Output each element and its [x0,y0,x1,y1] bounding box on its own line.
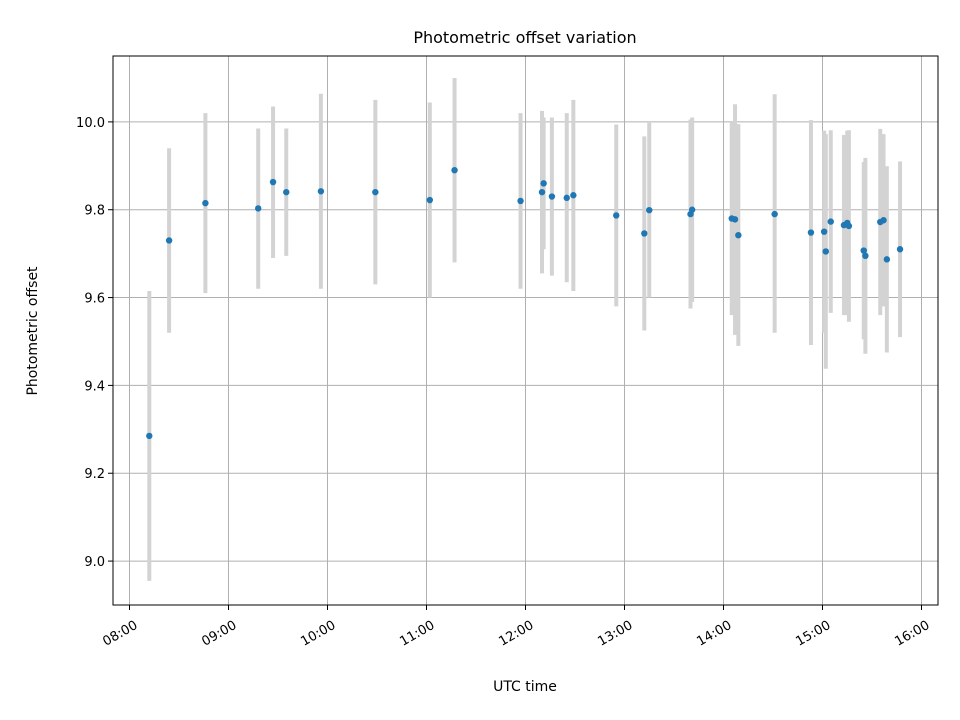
y-tick-label: 10.0 [76,116,105,131]
data-point [372,188,379,196]
x-tick-label: 12:00 [496,618,536,650]
x-tick-label: 16:00 [892,618,932,650]
data-point [807,229,815,236]
data-point [540,180,547,187]
y-tick-label: 9.4 [84,379,105,394]
data-point [548,193,556,200]
data-point [862,252,869,260]
x-tick-label: 15:00 [793,618,833,650]
data-point [563,194,570,202]
data-point [269,178,277,186]
y-tick-label: 9.6 [84,292,105,307]
y-tick-label: 9.0 [84,555,105,570]
data-point [896,246,904,253]
data-points [146,166,904,440]
data-point [880,217,887,224]
x-tick-label: 13:00 [595,618,635,650]
data-point [646,206,653,214]
data-point [845,222,853,230]
x-tick-label: 14:00 [694,618,734,650]
x-tick-label: 09:00 [199,618,239,650]
data-point [613,212,620,219]
y-tick-label: 9.2 [84,467,105,482]
data-point [731,216,739,223]
data-point [165,237,173,244]
x-tick-label: 10:00 [298,618,338,650]
data-point [820,228,828,235]
data-point [771,210,778,218]
data-point [517,197,524,205]
grid [113,56,938,605]
data-point [202,199,209,207]
data-point [451,166,458,174]
data-point [860,247,867,254]
chart-title: Photometric offset variation [413,28,636,47]
data-point [688,206,696,213]
x-tick-label: 08:00 [100,618,140,650]
data-point [827,218,834,225]
data-point [283,188,290,196]
y-tick-label: 9.8 [84,204,105,219]
data-point [735,231,742,239]
data-point [822,248,829,255]
y-axis-label: Photometric offset [25,266,41,396]
data-point [146,432,153,440]
data-point [883,256,891,263]
data-point [317,188,325,195]
data-point [426,196,433,204]
x-tick-label: 11:00 [397,618,437,650]
data-point [641,230,648,237]
x-axis-label: UTC time [493,679,557,695]
data-point [255,205,262,212]
data-point [570,192,577,199]
data-point [538,188,546,196]
error-bars [147,77,903,581]
